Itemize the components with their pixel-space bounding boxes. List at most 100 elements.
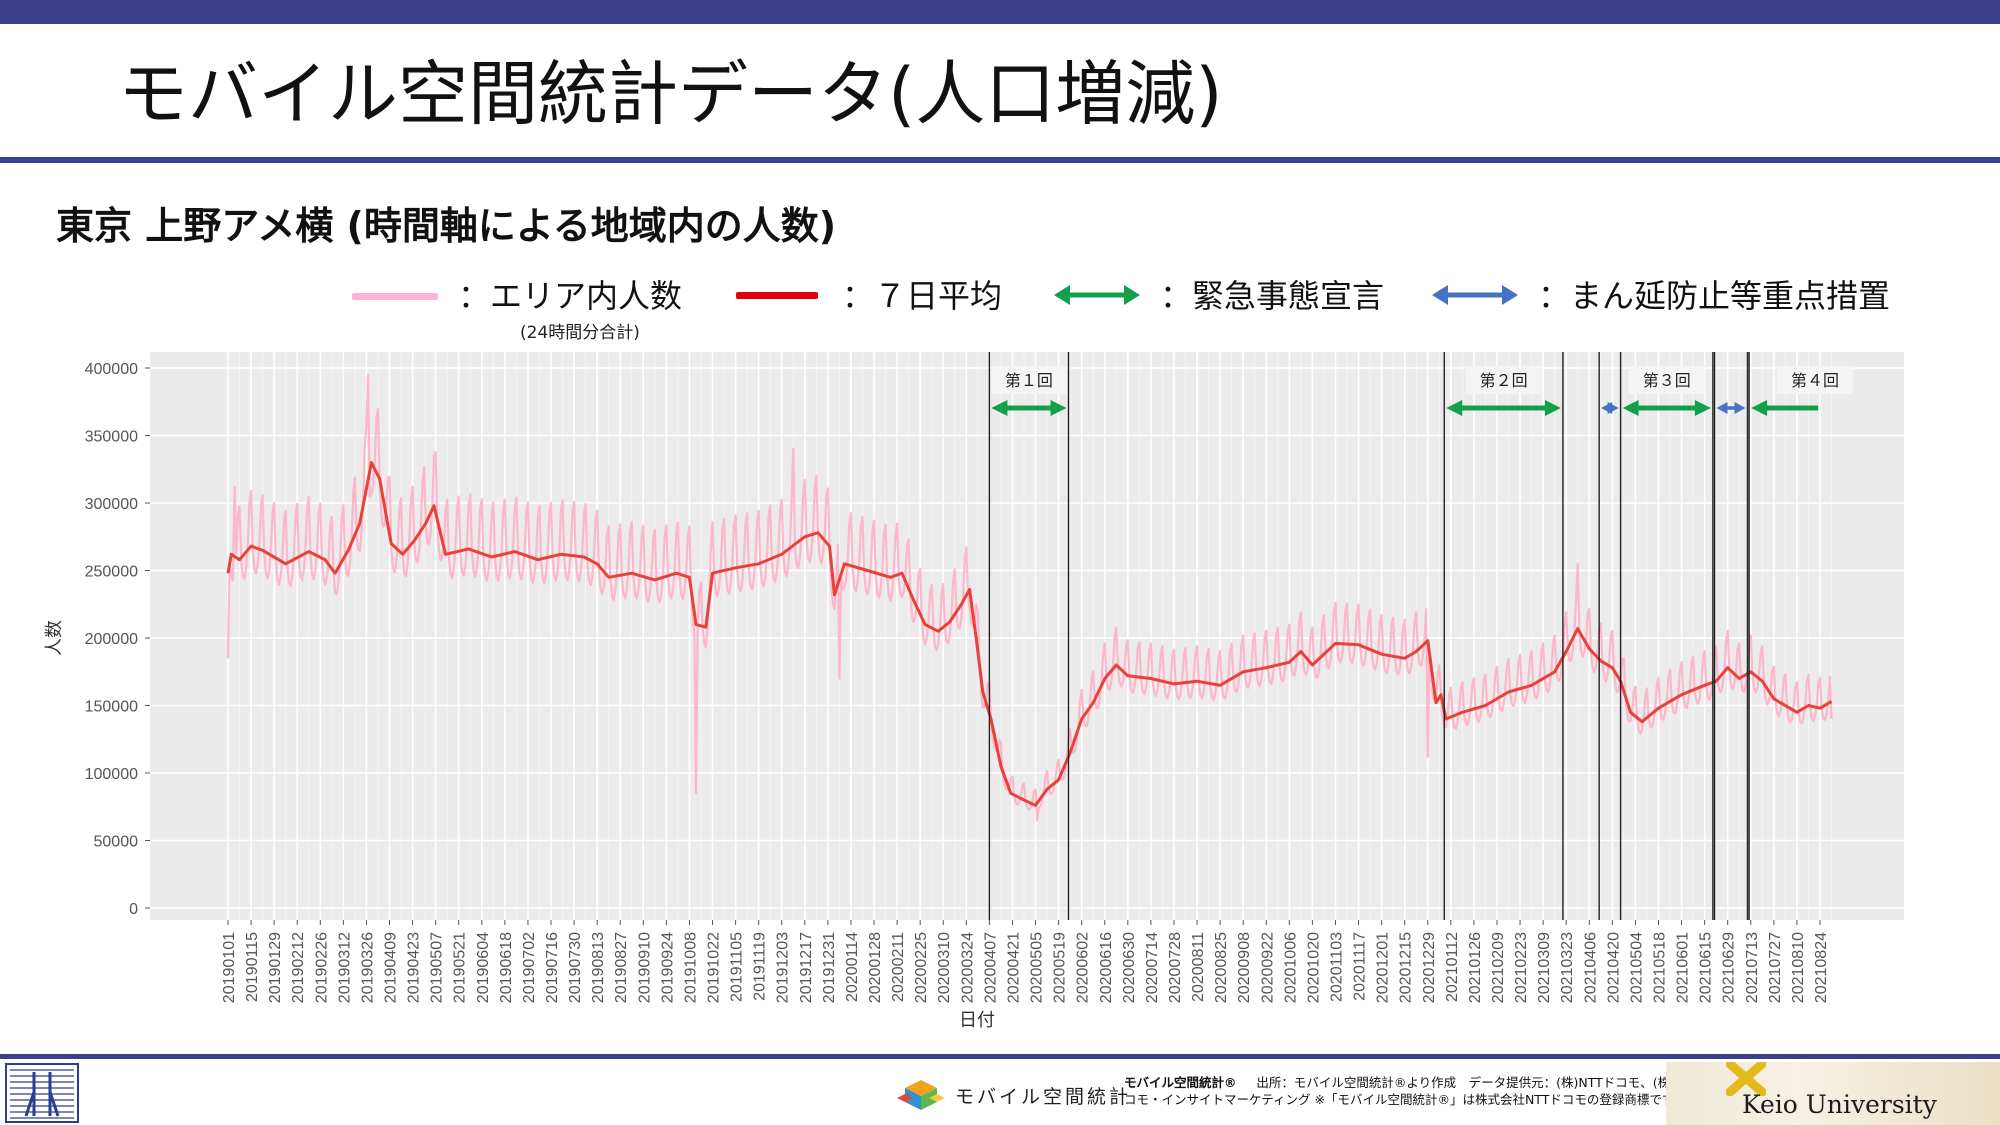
title-divider: [0, 157, 2000, 163]
x-tick-label: 20200728: [1167, 932, 1184, 1003]
event-label-box: [1628, 366, 1705, 394]
x-tick-label: 20210824: [1813, 932, 1830, 1003]
event-arrow-right-head: [1544, 400, 1561, 416]
event-arrow-right-head: [1694, 400, 1711, 416]
x-tick-label: 20210309: [1536, 932, 1553, 1003]
x-tick-label: 20190326: [359, 932, 376, 1003]
y-tick-label: 100000: [85, 766, 138, 783]
footer-source-note: モバイル空間統計® 出所：モバイル空間統計®より作成 データ提供元：(株)NTT…: [1124, 1074, 1688, 1108]
y-axis-title: 人数: [44, 620, 65, 656]
x-tick-label: 20191105: [729, 932, 746, 1002]
x-tick-label: 20190409: [383, 932, 400, 1003]
x-tick-label: 20191203: [775, 932, 792, 1003]
x-tick-label: 20200211: [890, 932, 907, 1002]
x-tick-label: 20201103: [1328, 932, 1345, 1002]
x-tick-label: 20200310: [936, 932, 953, 1003]
x-tick-label: 20210209: [1490, 932, 1507, 1003]
x-tick-label: 20210420: [1605, 932, 1622, 1003]
x-tick-label: 20200616: [1098, 932, 1115, 1003]
x-tick-label: 20200630: [1121, 932, 1138, 1003]
x-tick-label: 20190115: [244, 932, 261, 1002]
x-tick-label: 20210629: [1721, 932, 1738, 1003]
event-arrow-left-head: [1751, 400, 1768, 416]
x-tick-label: 20201117: [1352, 932, 1369, 1001]
x-tick-label: 20200128: [867, 932, 884, 1003]
x-tick-label: 20201020: [1305, 932, 1322, 1003]
x-tick-label: 20191217: [798, 932, 815, 1003]
legend-daily-note: (24時間分合計): [520, 323, 640, 343]
event-arrow-left-head: [1622, 400, 1639, 416]
university-name: Keio University: [1742, 1090, 1937, 1119]
x-tick-label: 20201006: [1282, 932, 1299, 1003]
x-tick-label: 20190212: [290, 932, 307, 1003]
x-tick-label: 20210727: [1767, 932, 1784, 1003]
y-tick-label: 350000: [85, 429, 138, 446]
x-tick-label: 20190129: [267, 932, 284, 1003]
x-tick-label: 20190716: [544, 932, 561, 1003]
x-axis-title: 日付: [959, 1010, 995, 1031]
event-arrow-left-head: [991, 400, 1008, 416]
x-tick-label: 20210615: [1698, 932, 1715, 1003]
chart-subtitle: 東京 上野アメ横 (時間軸による地域内の人数): [56, 204, 837, 248]
event-label-box: [1777, 366, 1853, 394]
x-tick-label: 20200908: [1236, 932, 1253, 1003]
population-line-chart: 0 50000 100000 150000 200000 250000 300000 3500…: [44, 352, 1904, 1031]
event-label: 第１回: [1005, 371, 1053, 390]
top-accent-bar: [0, 0, 2000, 24]
y-tick-label: 250000: [85, 564, 138, 581]
x-tick-label: 20210713: [1744, 932, 1761, 1003]
x-tick-label: 20210601: [1675, 932, 1692, 1003]
x-tick-label: 20200811: [1190, 932, 1207, 1002]
y-tick-label: 300000: [85, 496, 138, 513]
x-tick-label: 20201201: [1375, 932, 1392, 1003]
x-tick-label: 20191119: [752, 932, 769, 1001]
pen-emblem-icon: [1726, 1062, 1766, 1096]
legend-avg-label: ：７日平均: [842, 277, 1003, 315]
x-tick-label: 20190312: [336, 932, 353, 1003]
page-title: モバイル空間統計データ(人口増減): [118, 53, 1223, 135]
x-tick-label: 20210223: [1513, 932, 1530, 1003]
x-tick-label: 20200922: [1259, 932, 1276, 1003]
event-arrow-right-head: [1607, 402, 1619, 414]
legend-semi-arrow-icon: [1432, 285, 1518, 305]
x-tick-label: 20210323: [1559, 932, 1576, 1003]
y-tick-label: 50000: [94, 834, 139, 851]
y-tick-label: 200000: [85, 631, 138, 648]
x-tick-label: 20190813: [590, 932, 607, 1003]
event-label-box: [1465, 366, 1542, 394]
x-tick-label: 20210126: [1467, 932, 1484, 1003]
x-tick-label: 20200602: [1075, 932, 1092, 1003]
x-tick-label: 20200114: [844, 932, 861, 1002]
x-tick-label: 20190924: [659, 932, 676, 1003]
x-tick-label: 20210810: [1790, 932, 1807, 1003]
event-label-box: [990, 366, 1067, 394]
legend-daily-swatch: [352, 293, 438, 300]
x-tick-label: 20191022: [706, 932, 723, 1003]
series-daily-line: [226, 373, 1833, 822]
x-tick-label: 20200519: [1052, 932, 1069, 1003]
x-tick-label: 20210112: [1444, 932, 1461, 1002]
footer-divider: [0, 1054, 2000, 1059]
legend-semi-label: ：まん延防止等重点措置: [1538, 277, 1891, 315]
x-tick-label: 20190910: [636, 932, 653, 1003]
x-tick-label: 20191231: [821, 932, 838, 1003]
x-tick-label: 20190226: [313, 932, 330, 1003]
footer-note-line2: コモ・インサイトマーケティング ※「モバイル空間統計®」は株式会社NTTドコモの…: [1124, 1092, 1686, 1107]
x-tick-label: 20210504: [1628, 932, 1645, 1003]
x-tick-label: 20190827: [613, 932, 630, 1003]
x-tick-label: 20190521: [452, 932, 469, 1003]
x-tick-label: 20190604: [475, 932, 492, 1003]
x-tick-label: 20190730: [567, 932, 584, 1003]
event-label: 第２回: [1480, 371, 1528, 390]
y-tick-label: 400000: [85, 361, 138, 378]
y-tick-label: 150000: [85, 699, 138, 716]
x-tick-label: 20190702: [521, 932, 538, 1003]
series-avg-line: [226, 461, 1833, 807]
x-tick-label: 20190101: [221, 932, 238, 1003]
legend-avg-swatch: [736, 292, 818, 299]
event-label: 第４回: [1791, 371, 1839, 390]
x-tick-label: 20200714: [1144, 932, 1161, 1003]
x-tick-label: 20200825: [1213, 932, 1230, 1003]
event-arrow-right-head: [1734, 402, 1746, 414]
event-arrow-left-head: [1716, 402, 1728, 414]
